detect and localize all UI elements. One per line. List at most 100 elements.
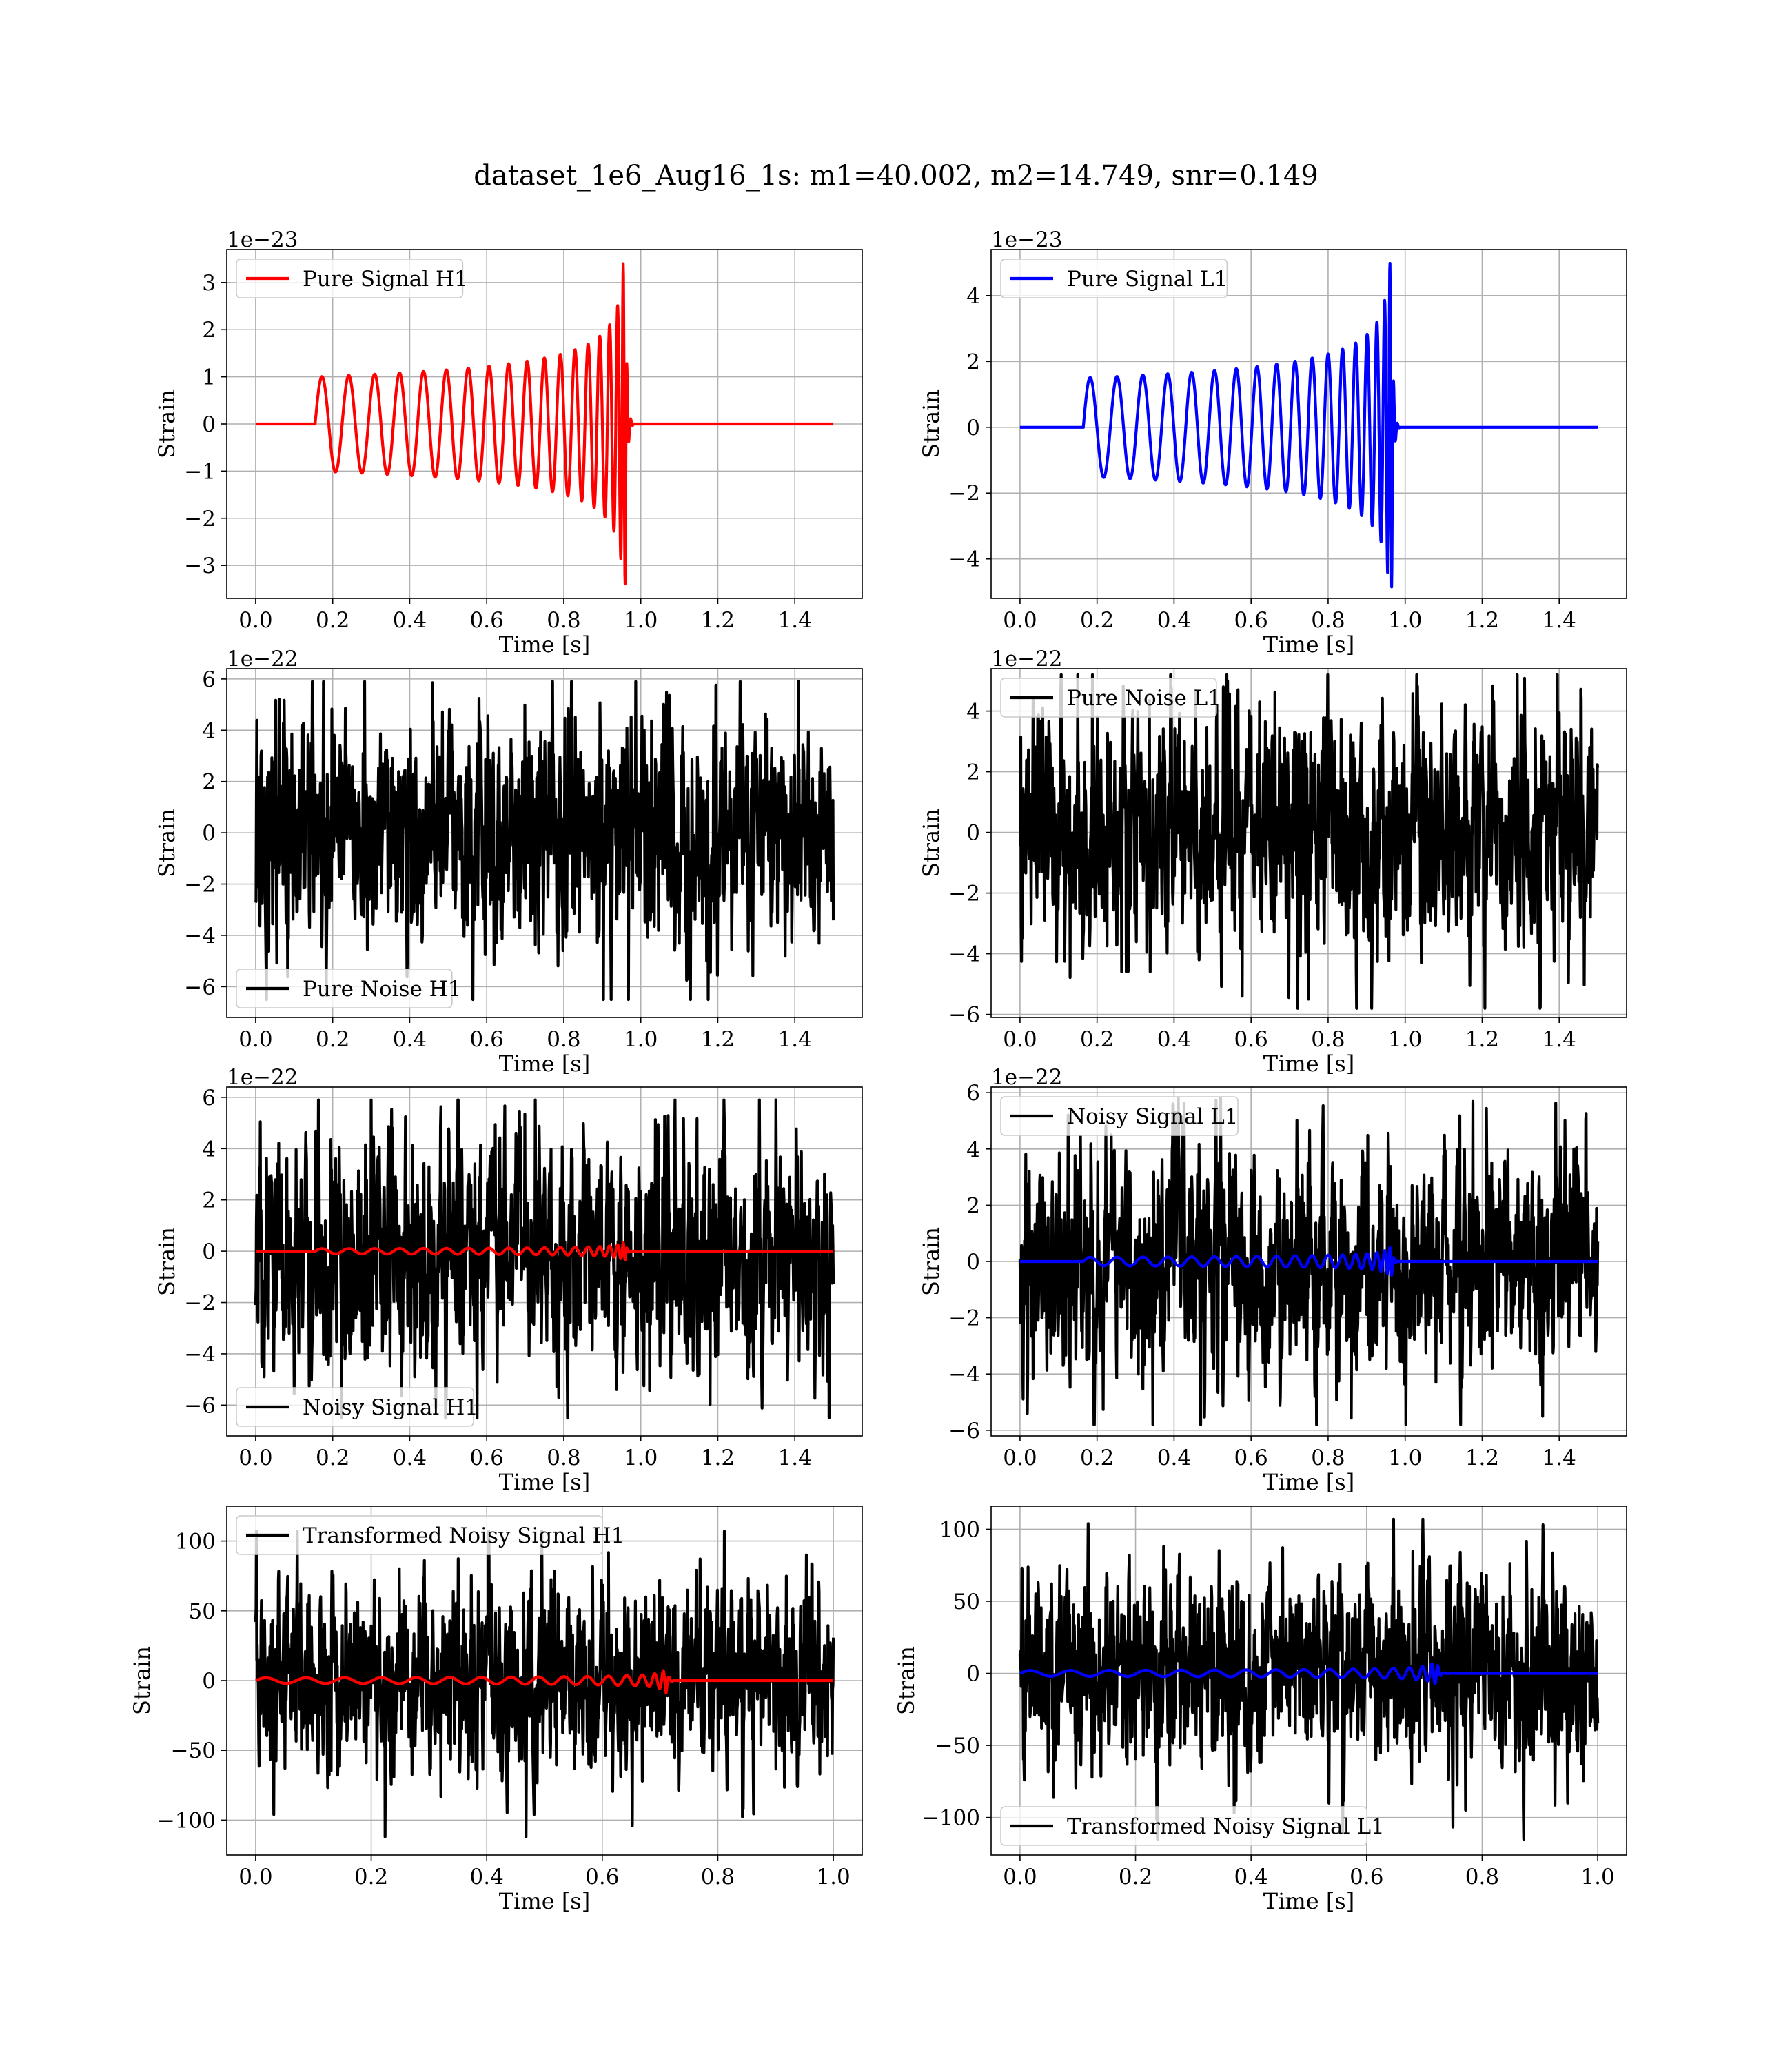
legend: Transformed Noisy Signal H1 xyxy=(236,1515,624,1555)
y-tick-label: 1 xyxy=(202,365,216,390)
legend-box xyxy=(1000,258,1228,298)
series-line-signal xyxy=(254,1669,835,1695)
x-tick-label: 0.0 xyxy=(238,1865,272,1889)
x-tick-label: 1.0 xyxy=(1388,608,1422,633)
y-tick-label: 4 xyxy=(966,284,980,309)
x-tick-label: 0.2 xyxy=(316,1446,349,1470)
x-tick-label: 0.4 xyxy=(1157,1027,1191,1052)
y-tick-label: 3 xyxy=(202,271,216,296)
series-line-noise xyxy=(254,680,835,1002)
y-tick-label: 4 xyxy=(966,1137,980,1162)
series-group xyxy=(254,262,835,586)
legend-label: Transformed Noisy Signal H1 xyxy=(303,1523,624,1548)
x-tick-label: 0.4 xyxy=(1157,608,1191,633)
series-group xyxy=(254,1530,835,1838)
x-tick-label: 0.2 xyxy=(316,608,349,633)
y-offset-label: 1e−23 xyxy=(227,227,298,252)
x-tick-label: 1.4 xyxy=(1542,1446,1576,1470)
y-tick-label: 0 xyxy=(202,1239,216,1264)
y-tick-label: −100 xyxy=(157,1808,216,1833)
x-tick-label: 0.4 xyxy=(470,1865,504,1889)
y-tick-label: −6 xyxy=(948,1003,980,1028)
legend: Noisy Signal L1 xyxy=(1000,1096,1239,1136)
x-tick-label: 0.4 xyxy=(1157,1446,1191,1470)
x-tick-label: 0.8 xyxy=(1311,1446,1345,1470)
y-offset-label: 1e−22 xyxy=(991,647,1063,671)
y-tick-label: −4 xyxy=(948,1362,980,1387)
x-tick-label: 0.6 xyxy=(1234,608,1268,633)
x-axis-label: Time [s] xyxy=(499,1469,590,1495)
x-tick-label: 0.0 xyxy=(238,1027,272,1052)
y-tick-label: 4 xyxy=(202,718,216,743)
y-tick-label: 0 xyxy=(202,412,216,437)
y-axis-label: Strain xyxy=(918,1227,944,1296)
legend-box xyxy=(236,969,453,1008)
series-line-signal xyxy=(254,1241,835,1261)
y-axis-label: Strain xyxy=(154,1227,180,1296)
plot-frame xyxy=(990,668,1627,1018)
series-line-noise xyxy=(254,1530,835,1838)
plot-frame xyxy=(226,1086,863,1437)
legend: Transformed Noisy Signal L1 xyxy=(1000,1806,1385,1846)
y-tick-label: 6 xyxy=(202,1086,216,1111)
x-tick-label: 0.0 xyxy=(238,608,272,633)
x-tick-label: 1.4 xyxy=(778,1027,812,1052)
x-axis-label: Time [s] xyxy=(1263,1469,1354,1495)
y-tick-label: −2 xyxy=(184,873,216,898)
x-tick-label: 0.4 xyxy=(393,1446,427,1470)
series-line-noise xyxy=(1019,673,1600,1010)
y-tick-label: 0 xyxy=(966,416,980,440)
x-tick-label: 1.0 xyxy=(1580,1865,1614,1889)
plot-frame xyxy=(990,249,1627,599)
panel-p0: 0.0 0.2 0.4 0.6 0.8 1.0 1.2 1.4 −3 −2 −1 0 1 2 3 Time [… xyxy=(154,227,863,658)
x-tick-label: 0.8 xyxy=(547,608,580,633)
legend: Noisy Signal H1 xyxy=(236,1387,478,1427)
y-tick-label: 2 xyxy=(202,1188,216,1213)
series-line-noise xyxy=(1018,1517,1600,1841)
y-tick-label: −4 xyxy=(948,942,980,967)
x-tick-label: 0.8 xyxy=(1311,608,1345,633)
series-group xyxy=(1018,1097,1600,1426)
x-axis-label: Time [s] xyxy=(499,1051,590,1077)
y-tick-label: 50 xyxy=(953,1590,980,1614)
legend-box xyxy=(236,258,464,298)
y-tick-label: 2 xyxy=(966,349,980,374)
x-tick-label: 0.2 xyxy=(1080,608,1114,633)
y-tick-label: 100 xyxy=(939,1517,980,1542)
y-tick-label: 6 xyxy=(202,667,216,692)
figure-title: dataset_1e6_Aug16_1s: m1=40.002, m2=14.7… xyxy=(474,160,1318,192)
x-tick-label: 0.6 xyxy=(470,1446,504,1470)
x-tick-label: 0.6 xyxy=(1234,1027,1268,1052)
y-axis-label: Strain xyxy=(154,809,180,878)
y-tick-label: −6 xyxy=(948,1419,980,1443)
x-tick-label: 0.6 xyxy=(470,608,504,633)
x-axis-label: Time [s] xyxy=(499,1888,590,1914)
y-tick-label: 4 xyxy=(966,700,980,724)
x-tick-label: 1.4 xyxy=(778,608,812,633)
legend-box xyxy=(1000,678,1217,718)
y-tick-label: 0 xyxy=(202,1669,216,1694)
y-axis-label: Strain xyxy=(893,1646,919,1715)
x-tick-label: 0.2 xyxy=(316,1027,349,1052)
y-tick-label: 100 xyxy=(175,1530,216,1554)
y-tick-label: −4 xyxy=(184,1342,216,1367)
y-tick-label: 0 xyxy=(966,821,980,846)
series-line-noise xyxy=(1018,1097,1600,1426)
y-axis-label: Strain xyxy=(918,809,944,878)
series-line-signal xyxy=(1019,262,1599,589)
y-offset-label: 1e−22 xyxy=(227,1065,298,1090)
x-tick-label: 1.2 xyxy=(1465,1446,1499,1470)
series-group xyxy=(1019,673,1600,1010)
x-tick-label: 0.2 xyxy=(1080,1446,1114,1470)
panel-p2: 0.0 0.2 0.4 0.6 0.8 1.0 1.2 1.4 −6 −4 −2 0 2 4 6 Time [… xyxy=(154,647,863,1077)
y-tick-label: −2 xyxy=(184,1291,216,1316)
x-tick-label: 0.0 xyxy=(1003,608,1037,633)
series-group xyxy=(254,1098,835,1420)
x-tick-label: 1.2 xyxy=(701,1027,735,1052)
x-tick-label: 0.0 xyxy=(238,1446,272,1470)
y-axis-label: Strain xyxy=(154,389,180,458)
y-tick-label: −2 xyxy=(948,481,980,506)
y-tick-label: −1 xyxy=(184,459,216,484)
legend-label: Noisy Signal L1 xyxy=(1067,1104,1239,1129)
x-tick-label: 1.2 xyxy=(701,608,735,633)
